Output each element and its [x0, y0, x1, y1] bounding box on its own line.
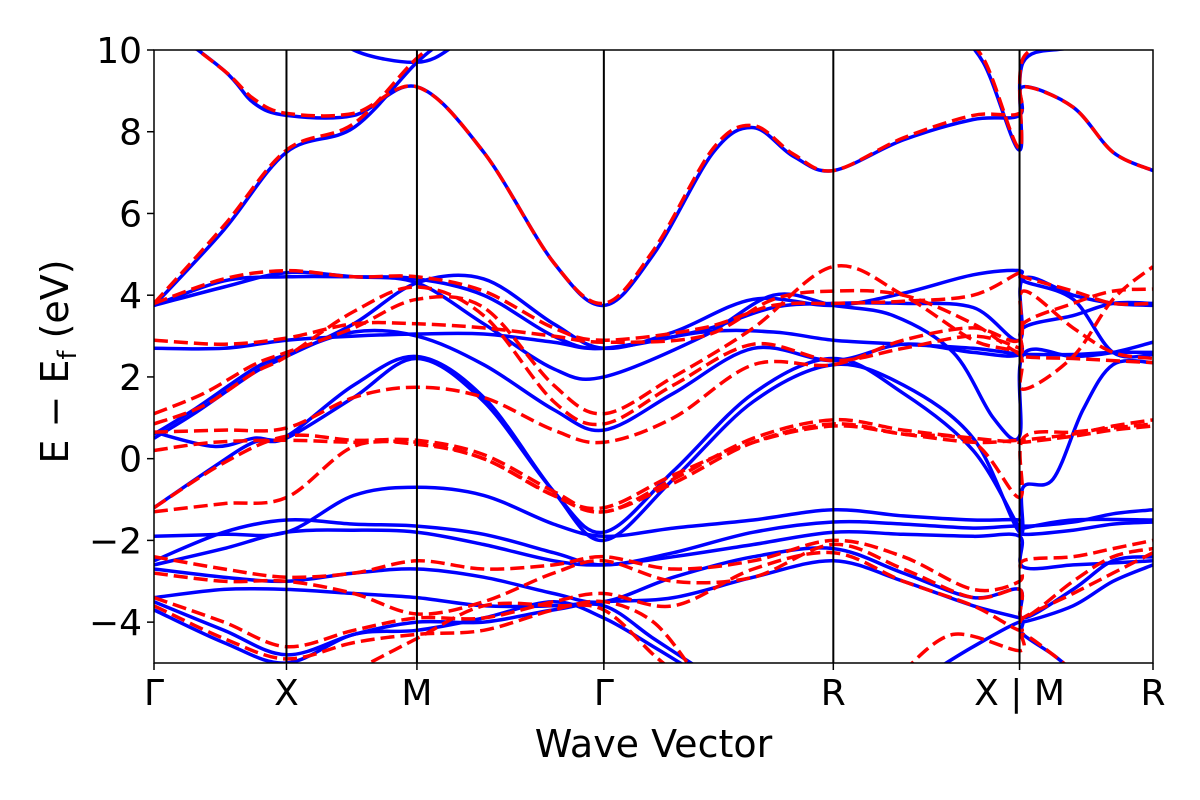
model-band-line-8 — [154, 538, 1153, 593]
x-tick-label-5: X | M — [974, 673, 1065, 714]
model-bands — [154, 50, 1153, 663]
high-symmetry-lines — [285, 50, 1021, 663]
dft-band-line-6 — [154, 356, 1153, 536]
model-band-line-14 — [194, 50, 1153, 306]
dft-band-line-9 — [154, 528, 1153, 571]
dft-band-line-16 — [154, 50, 435, 307]
y-tick-label-2: 0 — [119, 440, 142, 481]
x-tick-label-0: Γ — [144, 673, 164, 714]
dft-band-line-14 — [942, 620, 1067, 663]
x-tick-label-3: Γ — [594, 673, 614, 714]
y-tick-label-5: 6 — [119, 194, 142, 235]
dft-band-line-12 — [154, 600, 695, 663]
y-tick-label-0: −4 — [89, 603, 142, 644]
x-tick-label-4: R — [821, 673, 846, 714]
model-band-line-2 — [154, 263, 1153, 416]
model-band-line-0 — [154, 268, 1153, 342]
x-tick-label-1: X — [274, 673, 299, 714]
dft-band-line-13 — [154, 599, 684, 663]
y-axis-label-unit: (eV) — [33, 259, 77, 338]
y-tick-label-3: 2 — [119, 358, 142, 399]
x-tick-label-2: M — [401, 673, 432, 714]
model-band-line-16 — [975, 50, 1036, 150]
y-axis-label: E − Ef (eV) — [33, 259, 83, 463]
model-band-line-4 — [154, 289, 1153, 445]
y-tick-label-1: −2 — [89, 521, 142, 562]
dft-band-line-15 — [195, 50, 1153, 308]
x-axis-ticks: Γ X M Γ R X | M R — [144, 663, 1166, 714]
y-axis-ticks: −4 −2 0 2 4 6 8 10 — [89, 31, 154, 644]
model-band-line-13 — [909, 632, 1067, 663]
y-tick-label-6: 8 — [119, 113, 142, 154]
plot-frame — [153, 49, 1154, 664]
dft-band-line-18 — [972, 50, 1067, 152]
dft-band-line-8 — [154, 517, 1153, 567]
y-axis-label-main: E − E — [33, 360, 77, 464]
x-tick-label-6: R — [1140, 673, 1165, 714]
y-tick-label-4: 4 — [119, 276, 142, 317]
model-band-line-11 — [154, 599, 690, 663]
y-axis-label-subscript: f — [53, 350, 83, 360]
dft-band-line-5 — [154, 354, 1153, 543]
model-band-line-7 — [154, 422, 1153, 514]
x-axis-label: Wave Vector — [535, 722, 773, 766]
model-band-line-10 — [154, 550, 1153, 649]
model-band-line-15 — [154, 50, 430, 305]
y-tick-label-7: 10 — [96, 31, 142, 72]
dft-band-line-2 — [154, 300, 1153, 436]
dft-band-line-17 — [350, 50, 451, 65]
